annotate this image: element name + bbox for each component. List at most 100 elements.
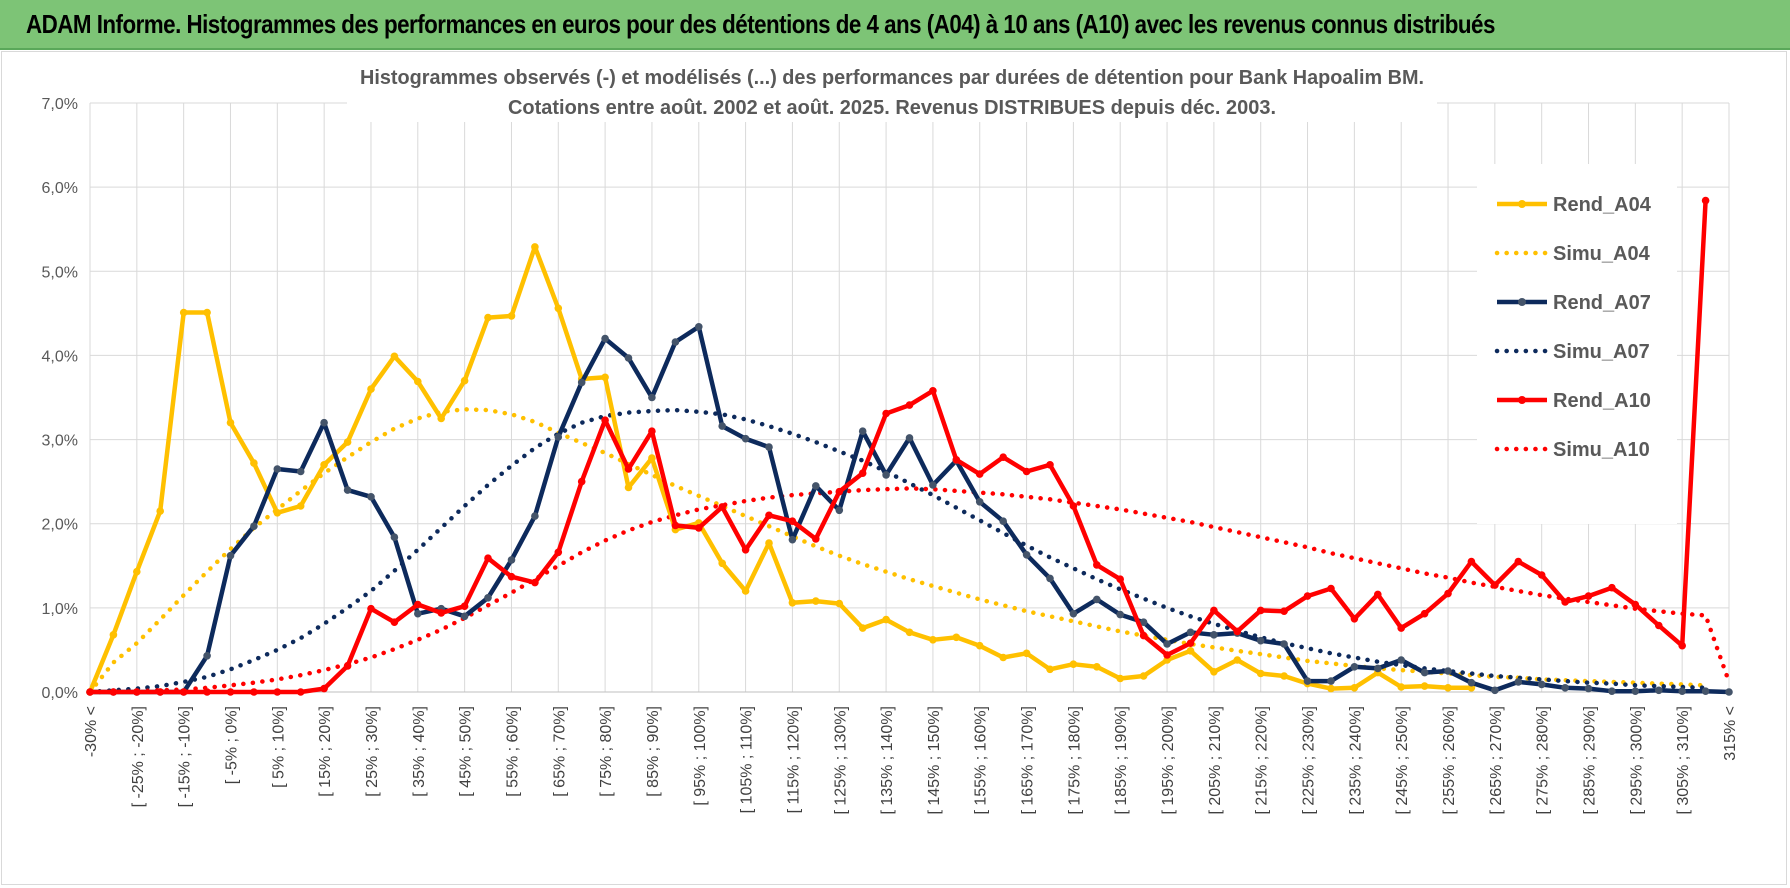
data-point-rend-a10 <box>1280 607 1288 615</box>
data-point-rend-a10 <box>788 517 797 525</box>
data-point-rend-a10 <box>1256 606 1265 615</box>
data-point-rend-a07 <box>1584 684 1593 693</box>
x-tick-label: [ 195% ; 200%] <box>1160 706 1177 815</box>
data-point-rend-a04 <box>718 559 726 568</box>
x-tick-label: [ 5% ; 10%] <box>270 706 287 788</box>
data-point-rend-a10 <box>133 688 141 696</box>
legend-marker <box>1518 396 1526 404</box>
data-point-rend-a10 <box>1163 651 1171 659</box>
data-point-rend-a07 <box>695 323 703 331</box>
legend-marker <box>1518 298 1526 306</box>
legend-item-rend-a04: Rend_A04 <box>1497 194 1652 216</box>
data-point-rend-a10 <box>1397 624 1405 632</box>
data-point-rend-a07 <box>1256 636 1265 645</box>
legend-item-simu-a10: Simu_A10 <box>1494 439 1650 461</box>
data-point-rend-a10 <box>1631 600 1640 609</box>
data-point-rend-a04 <box>1022 649 1031 658</box>
data-point-rend-a10 <box>858 469 867 478</box>
data-point-rend-a07 <box>1069 609 1078 618</box>
data-point-rend-a10 <box>1116 575 1124 583</box>
data-point-rend-a07 <box>1608 687 1616 695</box>
data-point-rend-a04 <box>858 624 867 632</box>
data-point-rend-a07 <box>765 443 773 451</box>
data-point-rend-a04 <box>882 615 890 624</box>
x-tick-label: [ 305% ; 310%] <box>1675 706 1692 815</box>
legend-label: Simu_A10 <box>1553 439 1650 461</box>
data-point-rend-a07 <box>1139 618 1148 626</box>
data-point-rend-a10 <box>1678 641 1686 650</box>
series-rend-a04 <box>86 243 1476 696</box>
x-tick-label: [ -25% ; -20%] <box>130 706 147 807</box>
data-point-rend-a10 <box>554 548 563 557</box>
data-point-rend-a10 <box>1210 606 1218 615</box>
data-point-rend-a04 <box>484 313 492 322</box>
x-tick-label: [ 65% ; 70%] <box>551 706 568 797</box>
data-point-rend-a04 <box>554 304 563 313</box>
data-point-rend-a04 <box>1280 672 1288 680</box>
data-point-rend-a10 <box>601 416 609 425</box>
data-point-rend-a04 <box>648 454 656 462</box>
data-point-rend-a10 <box>975 470 984 478</box>
data-point-rend-a07 <box>1350 663 1359 671</box>
data-point-rend-a07 <box>1537 680 1546 689</box>
data-point-rend-a10 <box>929 387 937 395</box>
data-point-rend-a04 <box>1139 672 1148 680</box>
x-tick-label: -30% < <box>83 706 100 757</box>
series-rend-a10 <box>86 196 1710 696</box>
data-point-rend-a10 <box>1701 196 1710 205</box>
data-point-rend-a07 <box>460 612 469 621</box>
chart-subtitle: Cotations entre août. 2002 et août. 2025… <box>508 97 1276 119</box>
data-point-rend-a04 <box>390 352 399 361</box>
data-point-rend-a07 <box>648 393 656 402</box>
data-point-rend-a10 <box>1491 581 1499 589</box>
data-point-rend-a07 <box>1093 595 1101 604</box>
data-point-rend-a04 <box>367 385 375 393</box>
x-tick-label: [ 75% ; 80%] <box>598 706 615 797</box>
data-point-rend-a04 <box>531 243 539 251</box>
y-tick-label: 0,0% <box>42 685 78 702</box>
data-point-rend-a04 <box>437 414 446 423</box>
data-point-rend-a07 <box>1303 677 1312 685</box>
data-point-rend-a10 <box>390 618 399 626</box>
data-point-rend-a10 <box>1186 639 1195 647</box>
data-point-rend-a10 <box>1303 592 1312 600</box>
data-point-rend-a07 <box>1163 640 1171 648</box>
data-point-rend-a10 <box>624 465 633 473</box>
data-point-rend-a04 <box>952 633 961 642</box>
legend-label: Rend_A04 <box>1553 194 1652 216</box>
x-tick-label: [ 115% ; 120%] <box>785 706 802 813</box>
data-point-rend-a04 <box>1327 684 1335 693</box>
x-tick-label: [ 145% ; 150%] <box>926 706 943 815</box>
data-point-rend-a10 <box>484 554 492 562</box>
data-point-rend-a04 <box>835 599 844 608</box>
header-title: ADAM Informe. Histogrammes des performan… <box>26 9 1495 39</box>
data-point-rend-a07 <box>320 418 328 427</box>
data-point-rend-a07 <box>484 594 492 602</box>
data-point-rend-a07 <box>343 486 352 494</box>
y-tick-label: 2,0% <box>42 517 78 534</box>
data-point-rend-a04 <box>765 539 773 547</box>
data-point-rend-a10 <box>1655 621 1663 630</box>
data-point-rend-a07 <box>577 378 586 387</box>
data-point-rend-a07 <box>1420 668 1429 677</box>
data-point-rend-a07 <box>1655 686 1663 695</box>
data-point-rend-a10 <box>695 524 703 532</box>
data-point-rend-a04 <box>179 308 188 317</box>
x-tick-label: [ 255% ; 260%] <box>1441 706 1458 815</box>
x-tick-label: [ 175% ; 180%] <box>1066 706 1083 815</box>
x-tick-label: [ 185% ; 190%] <box>1113 706 1130 815</box>
data-point-rend-a04 <box>1233 656 1242 664</box>
legend-label: Rend_A07 <box>1553 292 1651 314</box>
x-tick-label: [ 95% ; 100%] <box>692 706 709 806</box>
data-point-rend-a10 <box>1350 615 1359 623</box>
data-point-rend-a07 <box>1491 686 1499 695</box>
data-point-rend-a07 <box>273 465 282 473</box>
data-point-rend-a04 <box>1397 683 1405 691</box>
data-point-rend-a07 <box>601 334 609 343</box>
data-point-rend-a04 <box>320 461 328 469</box>
legend-item-simu-a07: Simu_A07 <box>1494 341 1650 363</box>
data-point-rend-a04 <box>999 653 1007 662</box>
title-background <box>347 62 1437 122</box>
x-tick-label: [ 275% ; 280%] <box>1535 706 1552 815</box>
data-point-rend-a07 <box>250 522 258 530</box>
